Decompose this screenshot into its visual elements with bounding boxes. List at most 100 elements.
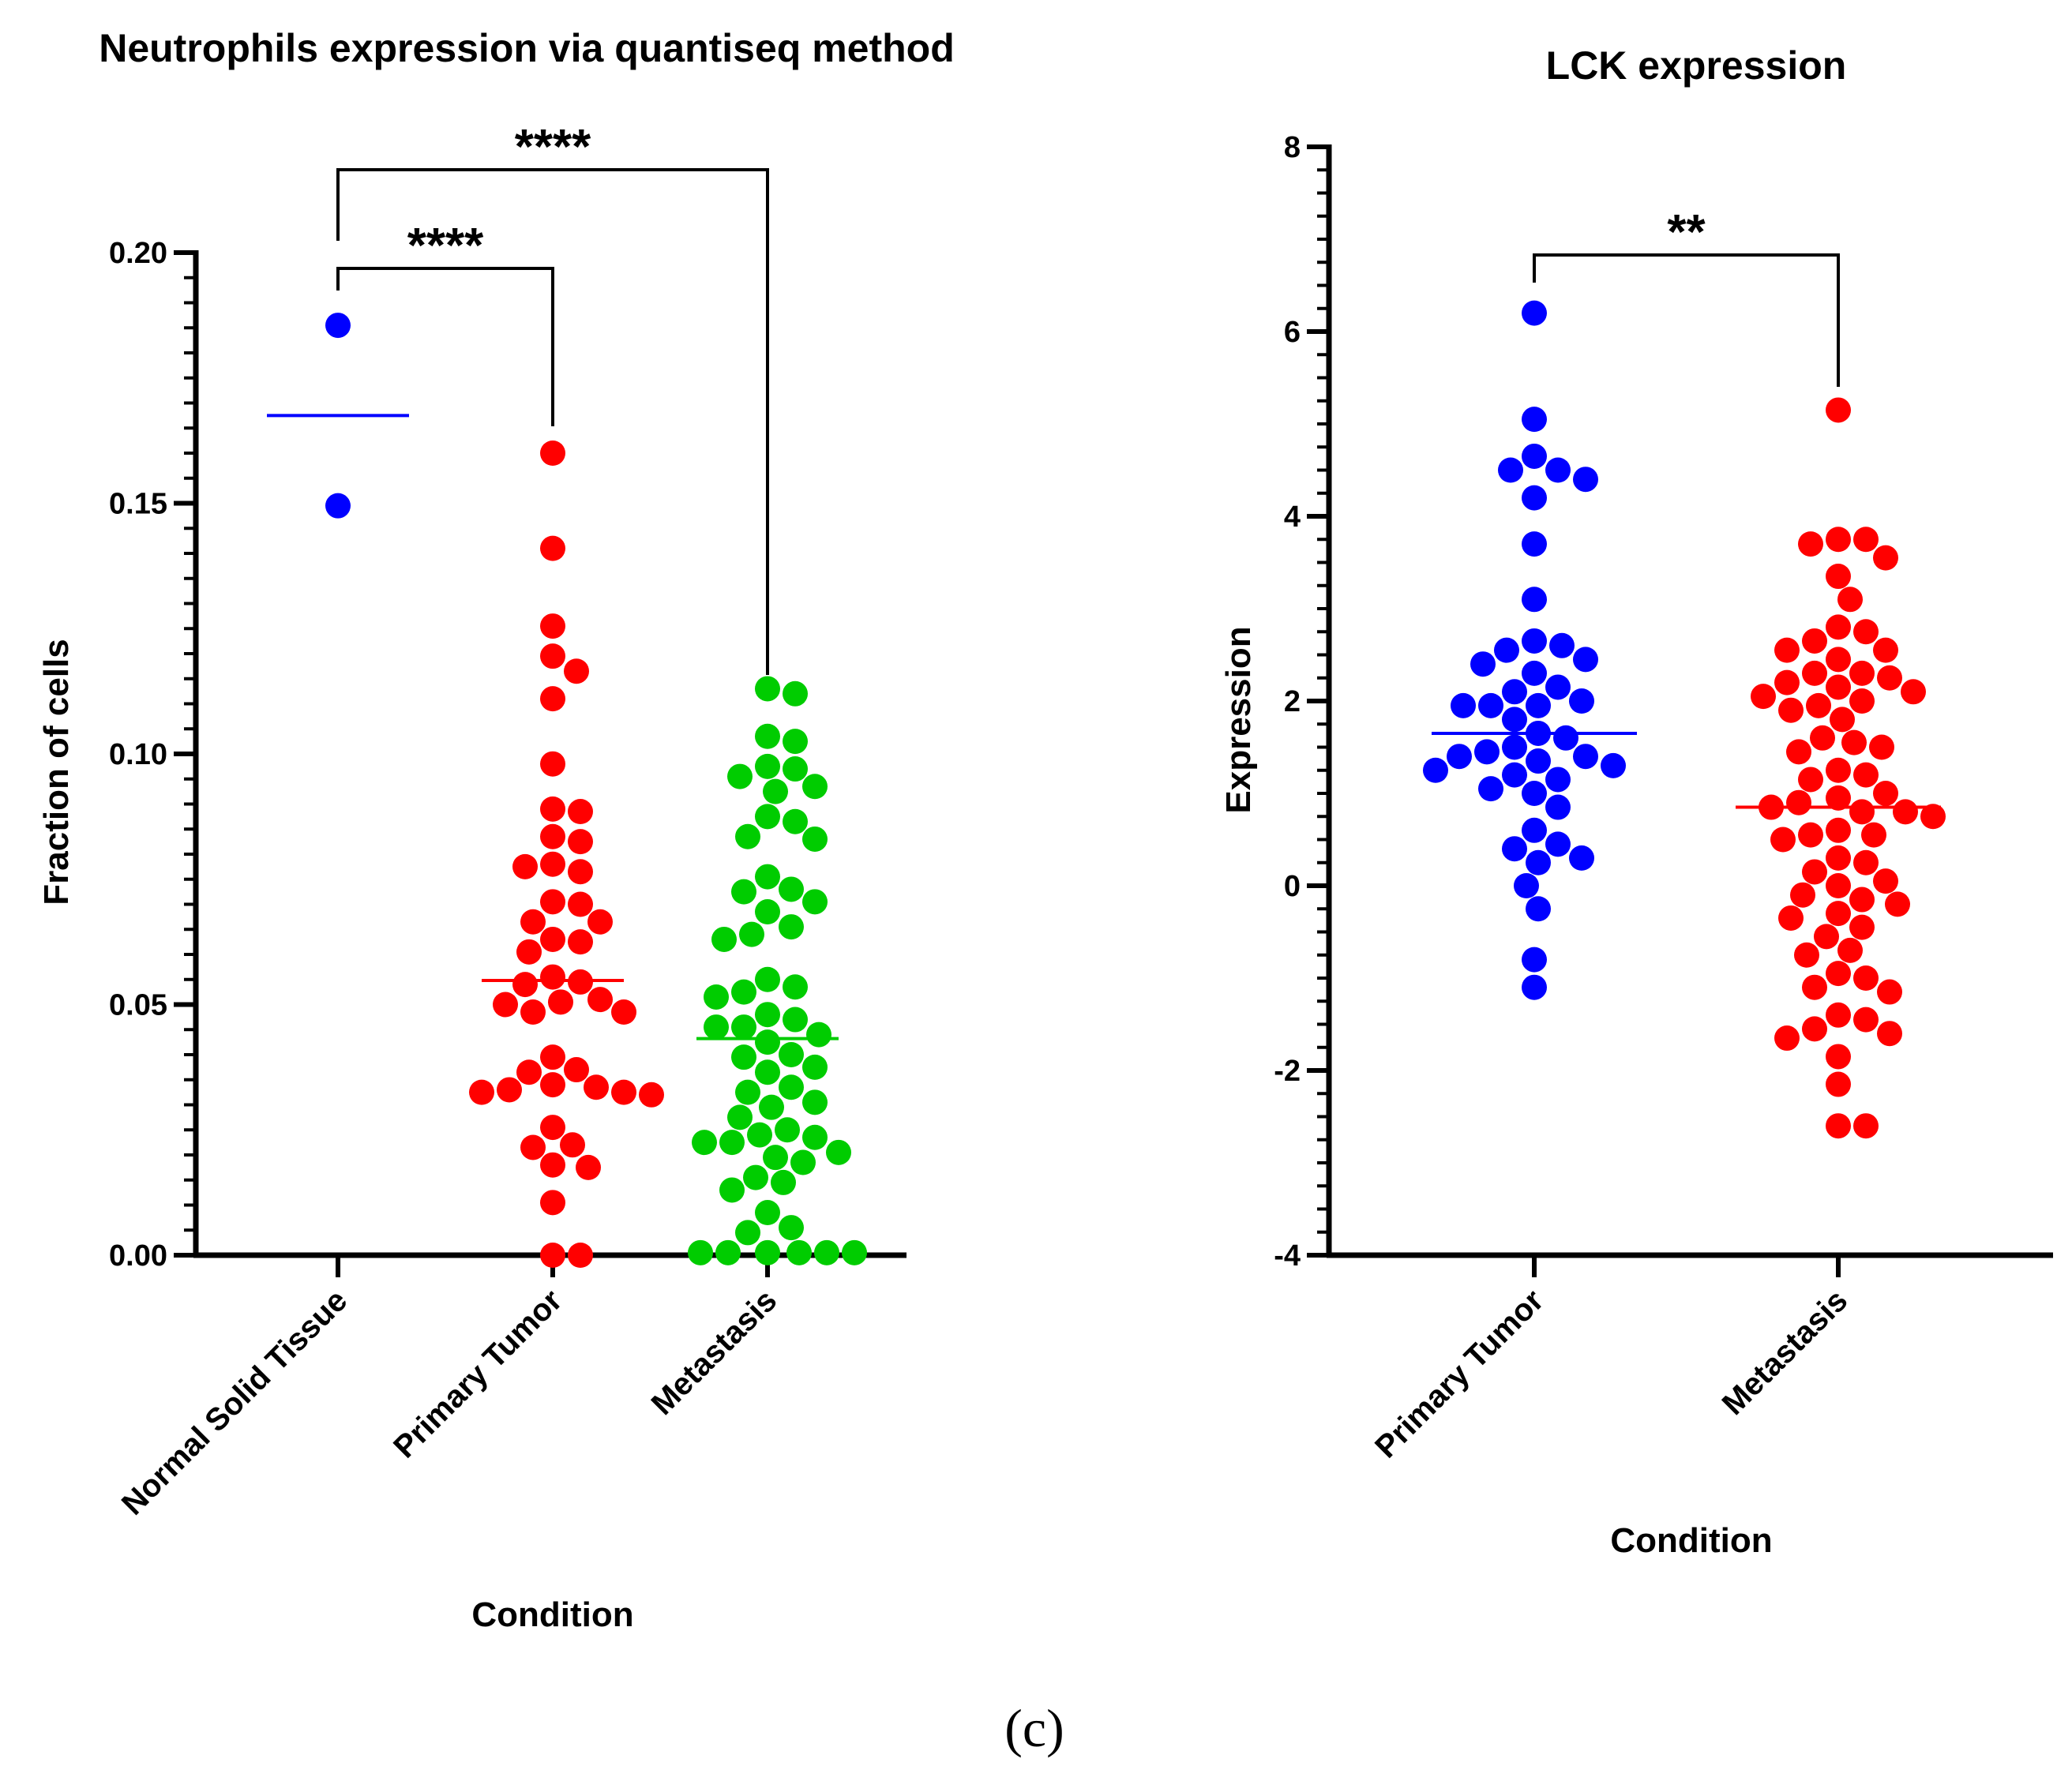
- data-point: [755, 753, 780, 779]
- data-point: [497, 1077, 522, 1103]
- data-point: [779, 876, 804, 902]
- data-point: [755, 1200, 780, 1226]
- significance-brackets: **: [1533, 205, 1840, 387]
- data-point: [1526, 896, 1551, 922]
- x-axis-label: Condition: [1610, 1521, 1772, 1560]
- data-point: [759, 1094, 784, 1120]
- data-point: [325, 313, 351, 339]
- data-point: [1553, 725, 1578, 751]
- data-point: [731, 1014, 756, 1040]
- data-point: [755, 804, 780, 830]
- data-point: [584, 1074, 609, 1100]
- data-point: [771, 1169, 796, 1195]
- x-tick-label: Metastasis: [1716, 1283, 1855, 1422]
- data-point: [540, 441, 565, 466]
- data-point: [1826, 397, 1851, 423]
- data-point: [1786, 739, 1811, 765]
- y-axis-label: Fraction of cells: [37, 639, 76, 905]
- data-point: [735, 1079, 760, 1105]
- data-point: [1573, 744, 1598, 770]
- data-point: [783, 729, 808, 755]
- data-point: [516, 1059, 542, 1085]
- data-point: [1502, 707, 1527, 733]
- data-point: [568, 891, 593, 917]
- chart-title: LCK expression: [1546, 43, 1847, 88]
- data-point: [755, 864, 780, 890]
- data-point: [1522, 531, 1547, 557]
- data-point: [1526, 692, 1551, 718]
- data-point: [1522, 947, 1547, 973]
- data-point: [1470, 651, 1496, 677]
- data-point: [755, 1059, 780, 1085]
- data-point: [1810, 725, 1835, 751]
- data-point: [1798, 822, 1823, 848]
- data-point: [1830, 707, 1855, 733]
- data-point: [755, 966, 780, 992]
- data-point: [1849, 914, 1875, 940]
- data-point: [783, 974, 808, 1000]
- x-tick-label: Primary Tumor: [387, 1283, 569, 1464]
- significance-brackets: **** ****: [336, 120, 769, 675]
- data-point: [1873, 637, 1898, 663]
- data-point: [763, 778, 788, 804]
- data-point: [755, 1029, 780, 1055]
- data-point: [540, 964, 565, 990]
- data-point: [1545, 831, 1571, 857]
- data-point: [743, 1164, 768, 1190]
- data-point: [731, 1044, 756, 1070]
- data-point: [755, 676, 780, 702]
- y-axis-label: Expression: [1219, 626, 1258, 813]
- data-point: [802, 826, 828, 852]
- data-point: [568, 929, 593, 955]
- data-point: [1522, 485, 1547, 511]
- data-point: [540, 1152, 565, 1178]
- data-point: [1849, 887, 1875, 913]
- data-point: [540, 1115, 565, 1141]
- data-point: [325, 493, 351, 519]
- data-point: [1774, 637, 1800, 663]
- data-point: [802, 774, 828, 800]
- data-point: [1522, 628, 1547, 654]
- data-point: [790, 1149, 816, 1175]
- data-point: [735, 1220, 760, 1246]
- data-point: [611, 999, 636, 1025]
- data-point: [639, 1082, 664, 1108]
- data-point: [1826, 961, 1851, 987]
- data-point: [540, 613, 565, 639]
- data-point: [540, 1190, 565, 1216]
- data-point: [1849, 688, 1875, 714]
- data-point: [1837, 937, 1863, 963]
- data-point: [520, 999, 546, 1025]
- data-point: [755, 899, 780, 925]
- data-point: [520, 909, 546, 935]
- data-point: [704, 984, 729, 1010]
- y-tick-label: 8: [1284, 131, 1301, 164]
- data-point: [568, 799, 593, 825]
- lck-chart: LCK expression Expression Condition -4 -2…: [1219, 43, 2053, 1560]
- data-point: [1901, 679, 1926, 705]
- y-tick-label: 0.20: [109, 237, 167, 270]
- y-tick-label: 2: [1284, 685, 1301, 718]
- data-point: [493, 992, 518, 1018]
- data-point: [779, 1215, 804, 1241]
- data-point: [1853, 762, 1879, 788]
- significance-label: ****: [407, 219, 484, 273]
- y-tick-label: 0: [1284, 870, 1301, 903]
- data-point: [802, 1124, 828, 1150]
- data-point: [576, 1154, 601, 1180]
- data-point: [783, 1007, 808, 1033]
- data-point: [783, 808, 808, 834]
- data-point: [1423, 757, 1448, 783]
- data-point: [1522, 443, 1547, 469]
- data-point: [540, 926, 565, 952]
- data-point: [564, 658, 589, 684]
- data-point: [1826, 674, 1851, 700]
- data-point: [1545, 457, 1571, 483]
- data-point: [1826, 614, 1851, 640]
- data-point: [1802, 628, 1827, 654]
- data-point: [1806, 692, 1831, 718]
- data-point: [1826, 901, 1851, 927]
- y-tick-label: 4: [1284, 500, 1301, 534]
- data-point: [1853, 619, 1879, 645]
- data-point: [802, 889, 828, 915]
